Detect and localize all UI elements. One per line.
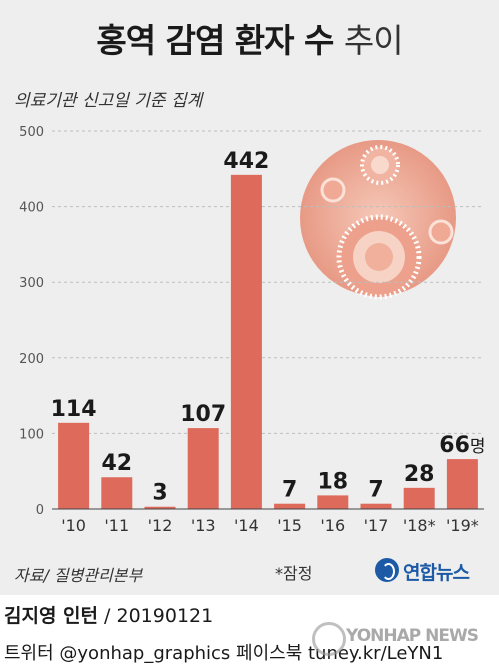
value-label: 66명	[439, 433, 485, 458]
credit-name: 김지영 인턴	[4, 605, 99, 627]
value-label: 114	[51, 397, 97, 422]
source-text: 자료/ 질병관리본부	[14, 566, 143, 585]
y-axis-ticks: 0 100 200 300 400 500	[19, 125, 44, 518]
x-tick-label: '10	[61, 516, 86, 535]
bar	[187, 428, 219, 509]
provisional-note: *잠정	[275, 564, 313, 583]
y-tick-label: 0	[36, 503, 44, 518]
value-label: 28	[404, 462, 435, 487]
title-light: 추이	[343, 21, 404, 60]
x-tick-label: '11	[104, 516, 129, 535]
watermark-icon	[312, 622, 346, 656]
bar	[317, 495, 349, 509]
value-label: 107	[180, 402, 226, 427]
yonhap-logo-text: 연합뉴스	[403, 562, 470, 584]
x-tick-label: '12	[148, 516, 173, 535]
value-label: 442	[223, 149, 269, 174]
value-label: 7	[282, 478, 297, 503]
x-tick-label: '17	[364, 516, 389, 535]
watermark: YONHAP NEWS	[312, 620, 492, 656]
value-label: 3	[152, 481, 167, 506]
y-tick-label: 100	[19, 427, 44, 442]
value-label: 42	[101, 451, 132, 476]
value-label: 7	[368, 478, 383, 503]
bar	[403, 487, 435, 509]
x-tick-label: '13	[191, 516, 216, 535]
value-unit: 명	[470, 437, 486, 457]
bar	[446, 459, 478, 509]
x-tick-label: '16	[320, 516, 345, 535]
x-axis-ticks: '10 '11 '12 '13 '14 '15 '16 '17 '18* '19*	[61, 516, 479, 535]
chart-subtitle: 의료기관 신고일 기준 집계	[14, 91, 203, 111]
y-tick-label: 200	[19, 352, 44, 367]
bar	[101, 477, 133, 509]
gridlines	[52, 130, 484, 434]
virus-illustration	[300, 140, 456, 300]
bar	[360, 503, 392, 509]
bar	[144, 506, 176, 509]
bar	[274, 503, 306, 509]
watermark-text: YONHAP NEWS	[346, 626, 479, 646]
y-tick-label: 400	[19, 201, 44, 216]
x-tick-label: '19*	[446, 516, 479, 535]
title-bold: 홍역 감염 환자 수	[96, 21, 334, 60]
x-tick-label: '14	[234, 516, 259, 535]
y-tick-label: 300	[19, 276, 44, 291]
yonhap-logo-icon	[375, 558, 399, 582]
y-tick-label: 500	[19, 125, 44, 140]
value-label: 18	[317, 469, 348, 494]
bars	[58, 174, 478, 509]
credit-date: / 20190121	[98, 605, 214, 627]
chart-title: 홍역 감염 환자 수 추이	[0, 14, 499, 62]
x-tick-label: '15	[277, 516, 302, 535]
bar	[58, 422, 90, 509]
credit-line: 김지영 인턴 / 20190121	[4, 601, 213, 628]
bar	[230, 174, 262, 509]
x-tick-label: '18*	[403, 516, 436, 535]
